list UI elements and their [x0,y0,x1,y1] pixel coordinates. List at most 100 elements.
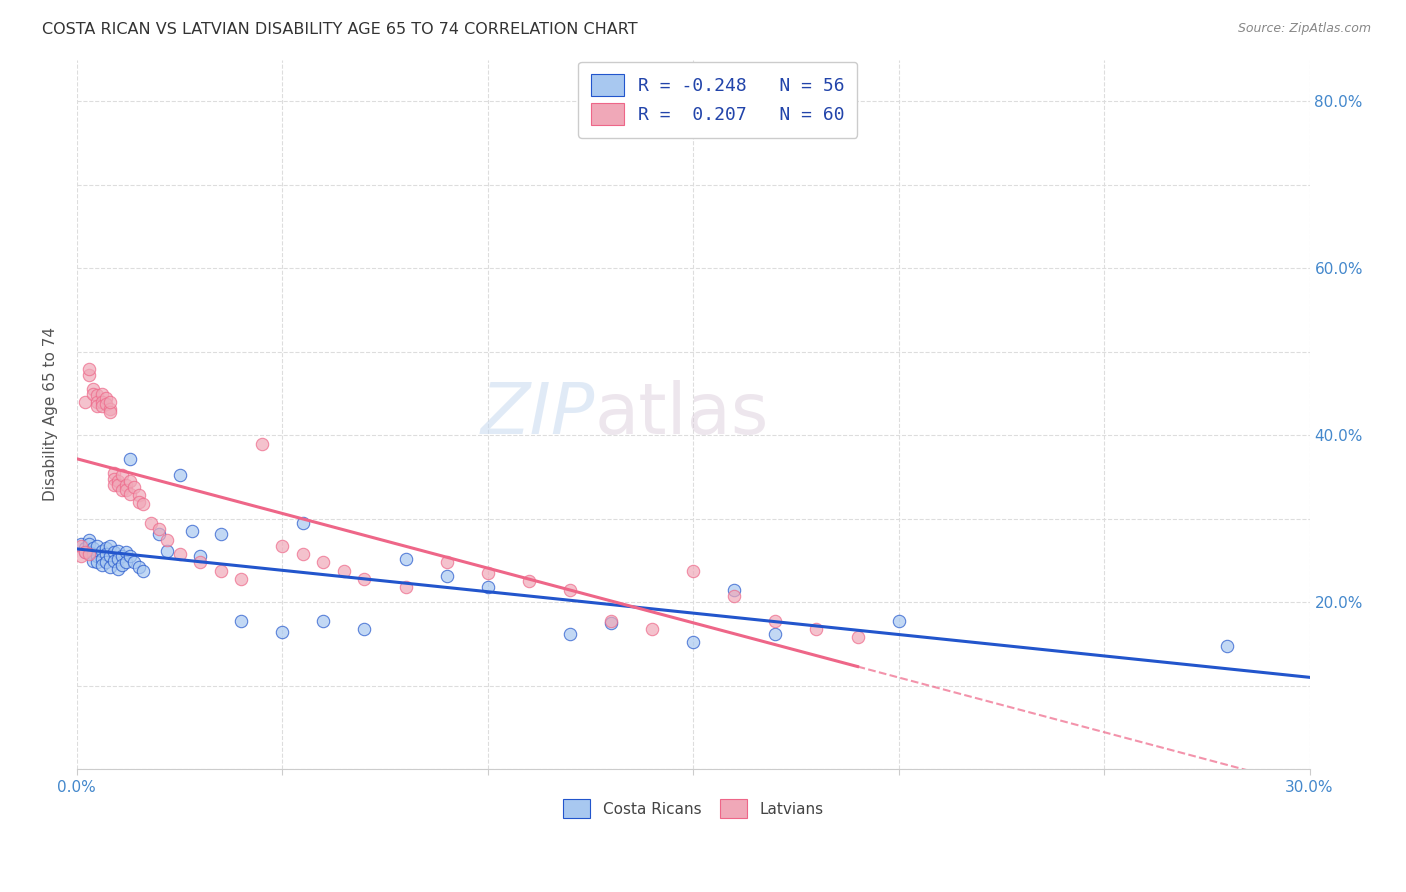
Point [312,555,335,569]
Point [82,386,104,401]
Point [231,572,253,586]
Point [75,541,97,555]
Point [77,545,100,559]
Point [82,383,104,397]
Point [98,401,121,416]
Point [70,539,93,553]
Point [90,552,112,566]
Point [156,543,179,558]
Point [139,516,162,530]
Point [98,395,121,409]
Point [271,539,294,553]
Point [115,545,138,559]
Point [148,522,170,536]
Point [107,562,129,576]
Point [209,526,232,541]
Point [86,549,108,564]
Point [806,622,828,636]
Legend: Costa Ricans, Latvians: Costa Ricans, Latvians [555,791,831,825]
Point [128,495,150,509]
Point [887,614,910,628]
Point [103,553,125,567]
Point [128,488,150,502]
Point [763,614,786,628]
Point [333,564,356,578]
Point [107,543,129,558]
Point [115,483,138,497]
Point [148,526,170,541]
Point [600,614,623,628]
Point [188,555,211,569]
Point [682,564,704,578]
Point [517,574,540,589]
Point [75,545,97,559]
Point [312,614,335,628]
Point [291,547,314,561]
Point [107,475,129,489]
Point [169,468,191,483]
Point [120,549,142,564]
Point [82,541,104,555]
Point [82,553,104,567]
Point [86,395,108,409]
Point [180,524,202,539]
Point [641,622,664,636]
Point [70,549,93,564]
Point [107,552,129,566]
Point [90,558,112,572]
Point [394,552,416,566]
Point [86,388,108,402]
Point [111,558,134,572]
Point [209,564,232,578]
Point [353,622,375,636]
Point [111,549,134,564]
Point [75,395,97,409]
Point [107,478,129,492]
Point [98,405,121,419]
Point [120,475,142,489]
Point [291,516,314,530]
Point [115,478,138,492]
Point [94,555,117,569]
Point [436,568,458,582]
Point [436,555,458,569]
Point [131,497,153,511]
Point [77,533,100,547]
Point [131,564,153,578]
Point [111,468,134,483]
Point [394,580,416,594]
Point [98,539,121,553]
Point [90,399,112,413]
Point [558,582,581,597]
Point [98,560,121,574]
Point [86,555,108,569]
Point [94,547,117,561]
Text: atlas: atlas [595,380,769,449]
Point [124,480,146,494]
Point [70,537,93,551]
Point [82,547,104,561]
Point [231,614,253,628]
Point [77,537,100,551]
Point [103,472,125,486]
Point [90,395,112,409]
Point [156,533,179,547]
Point [103,545,125,559]
Point [77,547,100,561]
Point [1216,639,1239,653]
Point [723,582,745,597]
Point [558,627,581,641]
Point [94,396,117,410]
Point [90,386,112,401]
Point [124,555,146,569]
Point [128,560,150,574]
Point [477,566,499,580]
Point [600,616,623,631]
Point [115,555,138,569]
Point [90,543,112,558]
Point [763,627,786,641]
Point [120,451,142,466]
Point [477,580,499,594]
Point [271,624,294,639]
Point [94,541,117,555]
